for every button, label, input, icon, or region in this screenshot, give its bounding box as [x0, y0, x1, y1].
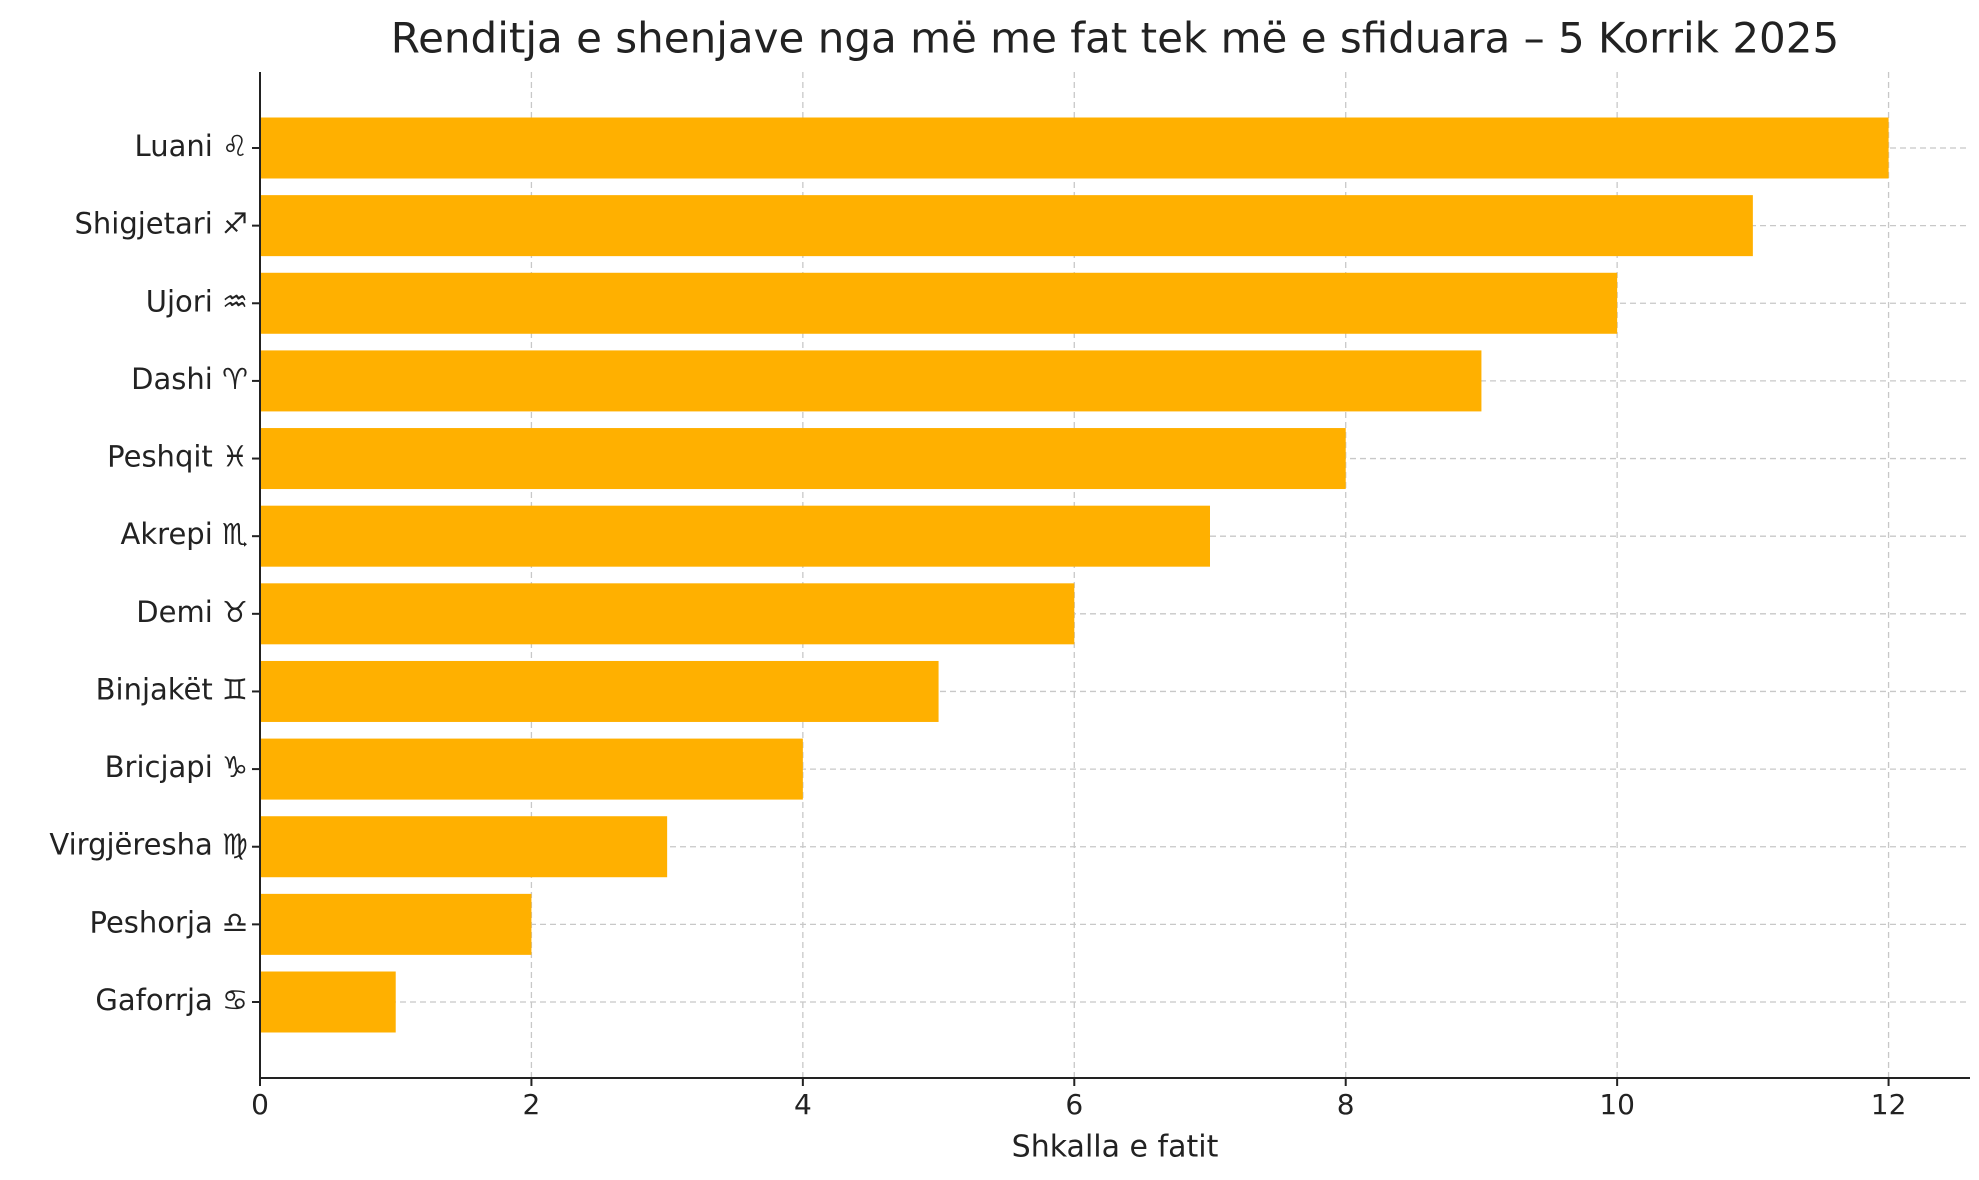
y-tick-label: Luani ♌ — [135, 129, 248, 163]
y-tick-label: Ujori ♒ — [146, 284, 248, 318]
y-tick-label: Binjakët ♊ — [96, 672, 248, 706]
chart-title: Renditja e shenjave nga më me fat tek më… — [391, 14, 1839, 63]
x-tick-label: 6 — [1065, 1088, 1083, 1121]
y-tick-label: Akrepi ♏ — [121, 517, 248, 551]
y-tick-label: Dashi ♈ — [131, 362, 248, 396]
bar — [260, 272, 1618, 334]
y-tick-label: Shigjetari ♐ — [75, 207, 249, 241]
x-tick-label: 8 — [1337, 1088, 1355, 1121]
bar — [260, 971, 396, 1033]
y-tick-label: Demi ♉ — [136, 595, 248, 629]
y-tick-label: Peshqit ♓ — [107, 440, 248, 474]
bar — [260, 738, 803, 800]
bar — [260, 505, 1210, 567]
bar — [260, 660, 939, 722]
x-tick-label: 10 — [1599, 1088, 1635, 1121]
x-tick-label: 12 — [1871, 1088, 1907, 1121]
y-tick-label: Peshorja ♎ — [90, 905, 249, 939]
y-tick-label: Virgjëresha ♍ — [49, 828, 248, 862]
y-tick-label: Bricjapi ♑ — [105, 750, 248, 784]
x-tick-label: 0 — [251, 1088, 269, 1121]
bar — [260, 117, 1889, 179]
x-tick-label: 4 — [794, 1088, 812, 1121]
y-tick-label: Gaforrja ♋ — [95, 983, 248, 1017]
bar — [260, 583, 1075, 645]
bar — [260, 893, 532, 955]
x-tick-label: 2 — [523, 1088, 541, 1121]
bar — [260, 195, 1753, 257]
x-axis-label: Shkalla e fatit — [1012, 1130, 1219, 1165]
bar — [260, 428, 1346, 490]
bar — [260, 816, 668, 878]
bar — [260, 350, 1482, 412]
